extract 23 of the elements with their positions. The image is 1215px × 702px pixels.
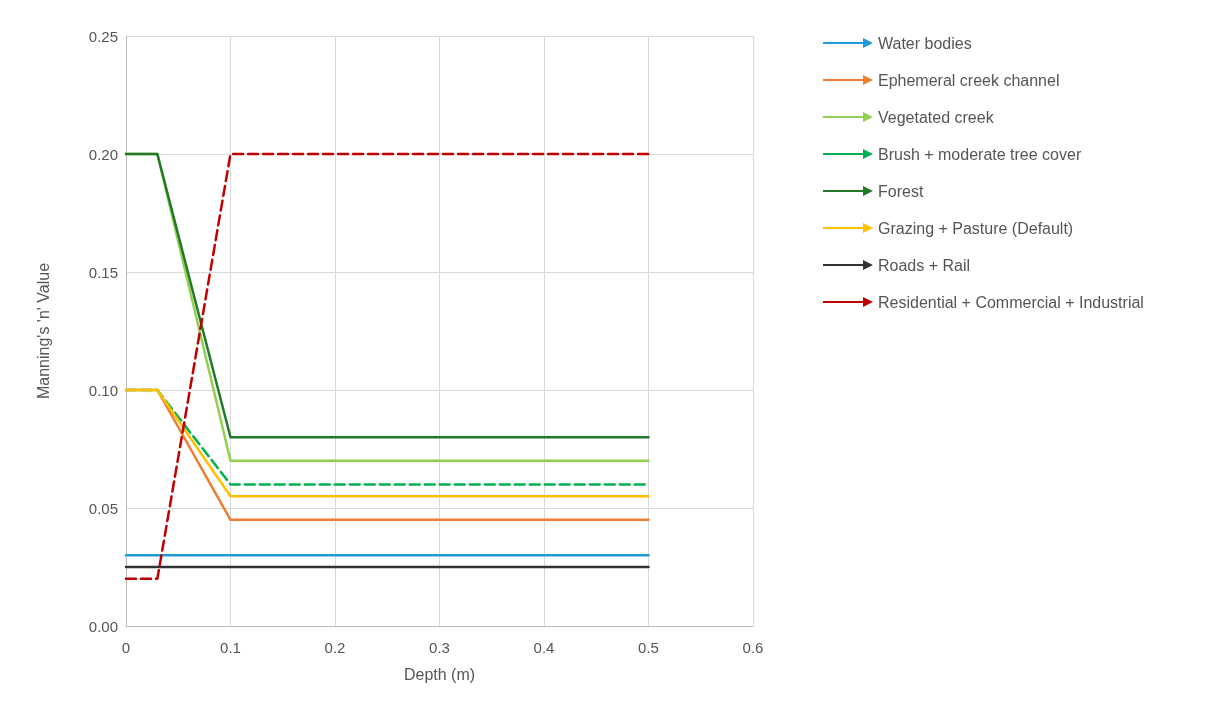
legend-label: Roads + Rail — [878, 256, 971, 274]
legend-label: Vegetated creek — [878, 108, 995, 126]
x-tick-label: 0.6 — [742, 639, 764, 656]
x-tick-label: 0.4 — [533, 639, 555, 656]
x-tick-label: 0.1 — [220, 639, 241, 656]
y-tick-label: 0.00 — [88, 617, 118, 635]
y-tick-label: 0.20 — [88, 145, 118, 163]
y-tick-label: 0.15 — [88, 263, 118, 281]
y-tick-label: 0.10 — [88, 381, 118, 399]
legend-label: Grazing + Pasture (Default) — [878, 219, 1074, 237]
y-tick-label: 0.05 — [88, 499, 118, 517]
x-tick-label: 0.3 — [429, 639, 450, 656]
legend-label: Forest — [878, 182, 924, 200]
y-axis-title: Manning's 'n' Value — [34, 262, 52, 400]
x-axis-title: Depth (m) — [403, 665, 476, 683]
legend-label: Ephemeral creek channel — [878, 71, 1060, 89]
x-tick-label: 0.5 — [638, 639, 659, 656]
legend-label: Brush + moderate tree cover — [878, 145, 1082, 163]
y-tick-label: 0.25 — [88, 27, 118, 45]
x-tick-label: 0 — [121, 639, 131, 656]
x-tick-label: 0.2 — [324, 639, 346, 656]
legend-label: Water bodies — [878, 34, 972, 52]
legend-label: Residential + Commercial + Industrial — [878, 293, 1144, 311]
